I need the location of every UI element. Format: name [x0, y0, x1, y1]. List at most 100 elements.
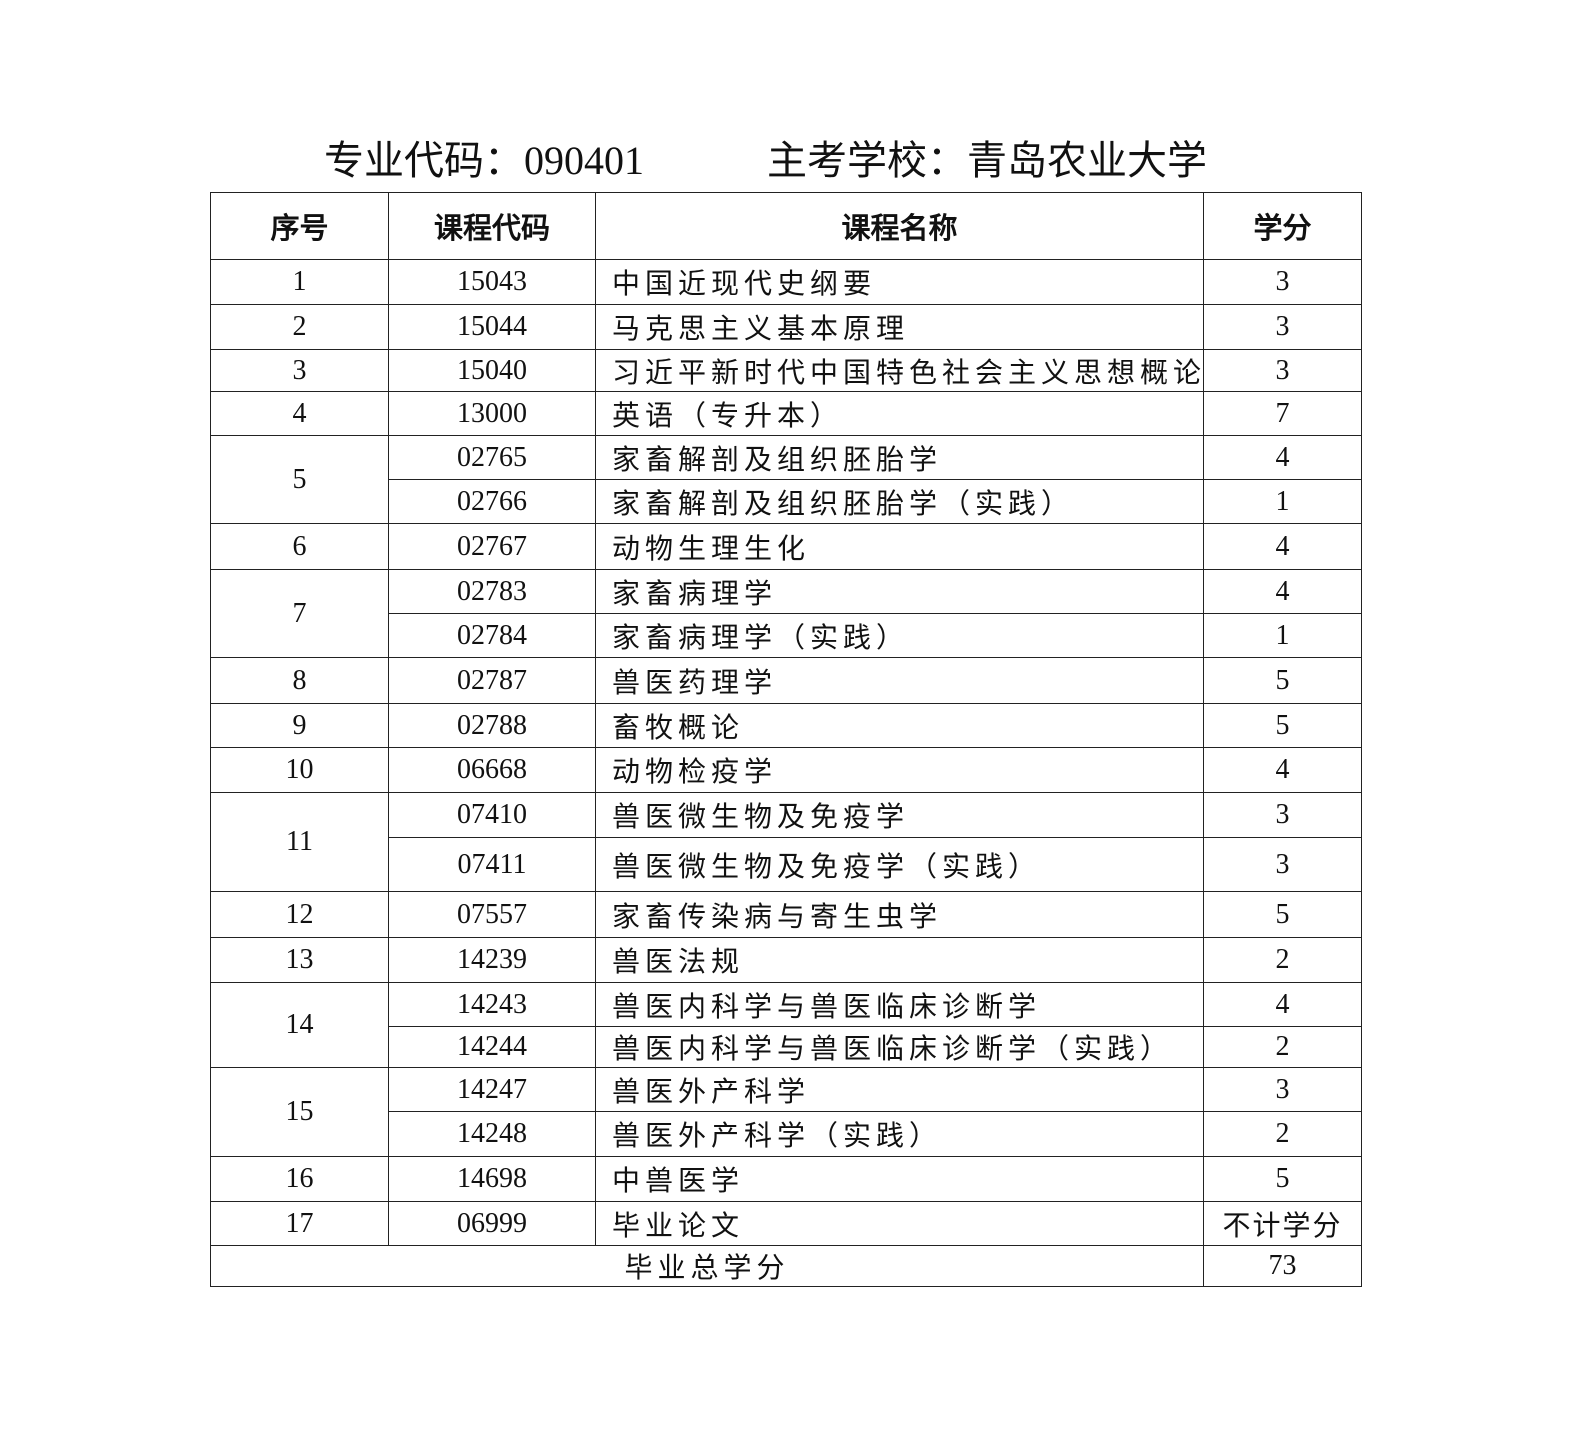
credit-cell: 5 — [1203, 703, 1362, 748]
credit-cell: 3 — [1203, 349, 1362, 392]
total-credits: 73 — [1203, 1245, 1362, 1287]
course-name-cell: 中兽医学 — [595, 1156, 1204, 1202]
course-name-cell: 毕业论文 — [595, 1201, 1204, 1246]
credit-cell: 4 — [1203, 523, 1362, 570]
course-name-cell: 习近平新时代中国特色社会主义思想概论 — [595, 349, 1204, 392]
credit-cell: 3 — [1203, 304, 1362, 350]
course-name-cell: 家畜病理学 — [595, 569, 1204, 614]
table-row: 8 02787 兽医药理学 5 — [210, 657, 1362, 704]
credit-cell: 3 — [1203, 837, 1362, 892]
course-code-cell: 14698 — [388, 1156, 596, 1202]
course-code-cell: 13000 — [388, 391, 596, 436]
table-row: 1 15043 中国近现代史纲要 3 — [210, 259, 1362, 305]
course-name-cell: 家畜解剖及组织胚胎学（实践） — [595, 479, 1204, 524]
table-row: 10 06668 动物检疫学 4 — [210, 747, 1362, 793]
credit-cell: 4 — [1203, 982, 1362, 1027]
table-row: 07411 兽医微生物及免疫学（实践） 3 — [211, 837, 1362, 892]
credit-cell: 4 — [1203, 569, 1362, 614]
table-row: 15 14247 兽医外产科学 3 — [210, 1067, 1362, 1157]
course-name-cell: 动物生理生化 — [595, 523, 1204, 570]
column-header-name: 课程名称 — [595, 192, 1204, 260]
course-code-cell: 06668 — [388, 747, 596, 793]
course-name-cell: 家畜传染病与寄生虫学 — [595, 891, 1204, 938]
table-row: 5 02765 家畜解剖及组织胚胎学 4 — [210, 435, 1362, 524]
serial-number-cell: 8 — [210, 657, 389, 704]
column-header-code: 课程代码 — [388, 192, 596, 260]
credit-cell: 3 — [1203, 1067, 1362, 1112]
credit-cell: 2 — [1203, 1111, 1362, 1157]
table-row: 13 14239 兽医法规 2 — [210, 937, 1362, 983]
course-code-cell: 02784 — [388, 613, 596, 658]
course-name-cell: 畜牧概论 — [595, 703, 1204, 748]
course-code-cell: 02765 — [388, 435, 596, 480]
table-row: 11 07410 兽医微生物及免疫学 3 — [210, 792, 1362, 892]
serial-number-cell: 10 — [210, 747, 389, 793]
table-row: 4 13000 英语（专升本） 7 — [210, 391, 1362, 436]
serial-number-cell: 12 — [210, 891, 389, 938]
credit-cell: 5 — [1203, 657, 1362, 704]
course-name-cell: 家畜解剖及组织胚胎学 — [595, 435, 1204, 480]
credit-cell: 1 — [1203, 479, 1362, 524]
table-row: 16 14698 中兽医学 5 — [210, 1156, 1362, 1202]
course-name-cell: 兽医药理学 — [595, 657, 1204, 704]
table-row: 12 07557 家畜传染病与寄生虫学 5 — [210, 891, 1362, 938]
course-code-cell: 15043 — [388, 259, 596, 305]
table-row: 6 02767 动物生理生化 4 — [210, 523, 1362, 570]
course-name-cell: 马克思主义基本原理 — [595, 304, 1204, 350]
credit-cell: 2 — [1203, 937, 1362, 983]
course-code-cell: 14247 — [388, 1067, 596, 1112]
credit-cell: 7 — [1203, 391, 1362, 436]
credit-cell: 2 — [1203, 1026, 1362, 1068]
course-name-cell: 英语（专升本） — [595, 391, 1204, 436]
serial-number-cell: 9 — [210, 703, 389, 748]
serial-number-cell: 15 — [210, 1067, 389, 1157]
course-code-cell: 02788 — [388, 703, 596, 748]
course-code-cell: 02787 — [388, 657, 596, 704]
serial-number-cell: 4 — [210, 391, 389, 436]
table-header-row: 序号 课程代码 课程名称 学分 — [210, 192, 1362, 260]
exam-school: 主考学校：青岛农业大学 — [767, 138, 1207, 183]
course-name-cell: 动物检疫学 — [595, 747, 1204, 793]
course-code-cell: 02766 — [388, 479, 596, 524]
course-code-cell: 07411 — [388, 837, 596, 892]
course-name-cell: 兽医内科学与兽医临床诊断学（实践） — [595, 1026, 1204, 1068]
course-code-cell: 14244 — [388, 1026, 596, 1068]
course-code-cell: 15044 — [388, 304, 596, 350]
serial-number-cell: 5 — [210, 435, 389, 524]
serial-number-cell: 16 — [210, 1156, 389, 1202]
course-name-cell: 兽医微生物及免疫学 — [595, 792, 1204, 838]
serial-number-cell: 3 — [210, 349, 389, 392]
serial-number-cell: 14 — [210, 982, 389, 1068]
course-name-cell: 兽医外产科学 — [595, 1067, 1204, 1112]
credit-cell: 1 — [1203, 613, 1362, 658]
serial-number-cell: 13 — [210, 937, 389, 983]
credit-cell: 4 — [1203, 435, 1362, 480]
course-code-cell: 14248 — [388, 1111, 596, 1157]
table-row: 17 06999 毕业论文 不计学分 — [210, 1201, 1362, 1246]
serial-number-cell: 1 — [210, 259, 389, 305]
table-row: 2 15044 马克思主义基本原理 3 — [210, 304, 1362, 350]
course-name-cell: 兽医法规 — [595, 937, 1204, 983]
credit-cell: 3 — [1203, 792, 1362, 838]
serial-number-cell: 6 — [210, 523, 389, 570]
credit-cell: 5 — [1203, 1156, 1362, 1202]
course-code-cell: 07557 — [388, 891, 596, 938]
column-header-credit: 学分 — [1203, 192, 1362, 260]
course-code-cell: 06999 — [388, 1201, 596, 1246]
table-row: 02766 家畜解剖及组织胚胎学（实践） 1 — [211, 479, 1362, 524]
total-row: 毕业总学分 73 — [210, 1245, 1362, 1287]
course-code-cell: 14243 — [388, 982, 596, 1027]
course-name-cell: 兽医内科学与兽医临床诊断学 — [595, 982, 1204, 1027]
serial-number-cell: 7 — [210, 569, 389, 658]
course-name-cell: 家畜病理学（实践） — [595, 613, 1204, 658]
course-code-cell: 14239 — [388, 937, 596, 983]
credit-cell: 5 — [1203, 891, 1362, 938]
document-title: 专业代码：090401 主考学校：青岛农业大学 — [0, 136, 1587, 186]
course-name-cell: 兽医微生物及免疫学（实践） — [595, 837, 1204, 892]
credit-cell: 4 — [1203, 747, 1362, 793]
column-header-serial: 序号 — [210, 192, 389, 260]
serial-number-cell: 2 — [210, 304, 389, 350]
serial-number-cell: 11 — [210, 792, 389, 892]
serial-number-cell: 17 — [210, 1201, 389, 1246]
course-code-cell: 02783 — [388, 569, 596, 614]
